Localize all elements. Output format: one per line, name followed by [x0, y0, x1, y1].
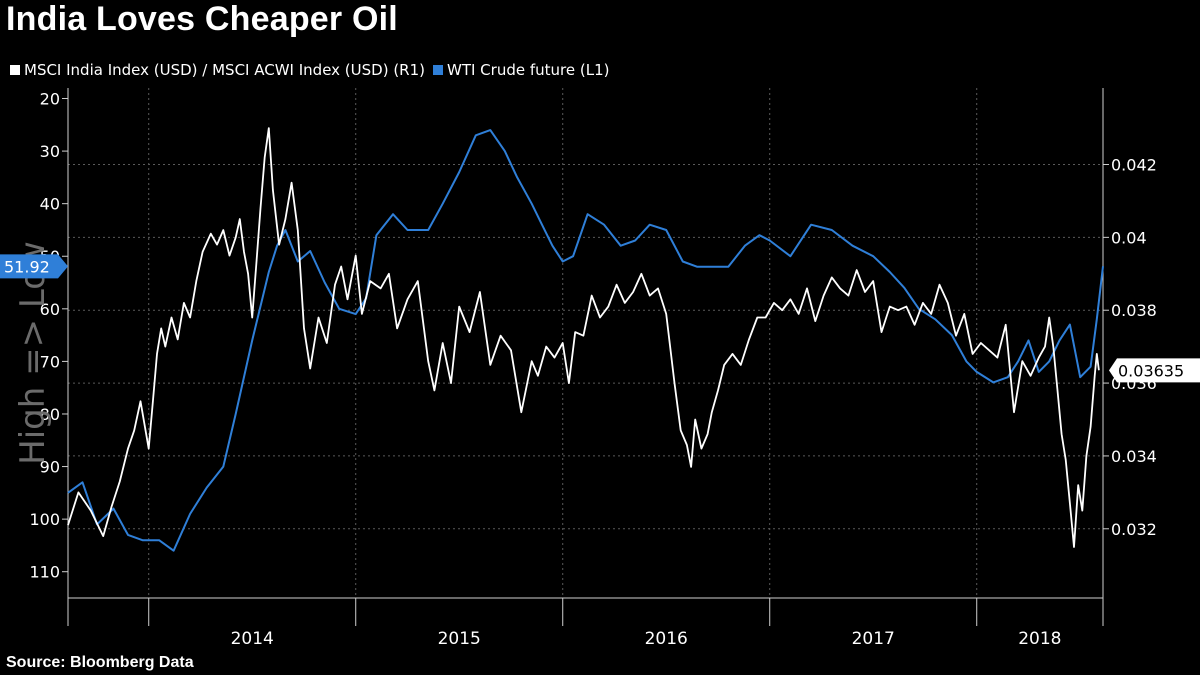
legend-swatch-white [10, 65, 20, 75]
right-last-value-label: 0.03635 [1118, 361, 1184, 380]
left-tick-label: 70 [40, 352, 60, 371]
x-tick-label: 2017 [852, 629, 895, 649]
right-last-value-badge [1109, 358, 1200, 383]
x-tick-label: 2016 [645, 629, 688, 649]
left-tick-label: 40 [40, 195, 60, 214]
left-axis-label: High => Low [13, 241, 53, 465]
left-last-value-label: 51.92 [4, 257, 50, 276]
left-tick-label: 20 [40, 90, 60, 109]
right-tick-label: 0.042 [1111, 156, 1157, 175]
left-tick-label: 80 [40, 405, 60, 424]
x-tick-label: 2015 [438, 629, 481, 649]
series-line-wti [67, 129, 1104, 552]
right-tick-label: 0.034 [1111, 447, 1157, 466]
x-tick-label: 2018 [1018, 629, 1061, 649]
legend-label-wti: WTI Crude future (L1) [447, 61, 610, 79]
left-tick-label: 30 [40, 142, 60, 161]
chart-title: India Loves Cheaper Oil [6, 0, 398, 38]
x-tick-label: 2014 [231, 629, 274, 649]
right-tick-label: 0.04 [1111, 228, 1147, 247]
legend-item-india-ratio: MSCI India Index (USD) / MSCI ACWI Index… [10, 61, 425, 79]
right-tick-label: 0.038 [1111, 301, 1157, 320]
source-note: Source: Bloomberg Data [6, 654, 194, 671]
left-last-value-badge [0, 254, 68, 279]
left-tick-label: 100 [29, 510, 60, 529]
left-tick-label: 110 [29, 563, 60, 582]
right-tick-label: 0.032 [1111, 520, 1157, 539]
left-tick-label: 60 [40, 300, 60, 319]
series-line-india-ratio [67, 127, 1100, 548]
legend-swatch-blue [433, 65, 443, 75]
legend-label-india-ratio: MSCI India Index (USD) / MSCI ACWI Index… [24, 61, 425, 79]
legend: MSCI India Index (USD) / MSCI ACWI Index… [10, 60, 617, 80]
left-tick-label: 90 [40, 458, 60, 477]
legend-item-wti: WTI Crude future (L1) [433, 61, 609, 79]
